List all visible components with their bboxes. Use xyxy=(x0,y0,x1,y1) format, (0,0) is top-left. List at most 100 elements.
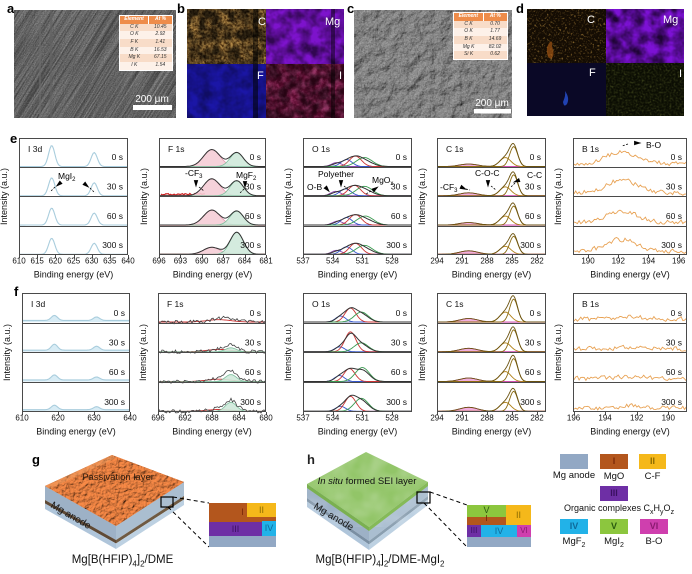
svg-text:300 s: 300 s xyxy=(520,397,541,407)
svg-text:693: 693 xyxy=(174,257,188,266)
svg-text:0 s: 0 s xyxy=(396,308,407,318)
svg-text:684: 684 xyxy=(232,414,246,423)
svg-text:696: 696 xyxy=(152,257,166,266)
svg-text:O 1s: O 1s xyxy=(312,144,330,154)
svg-text:60 s: 60 s xyxy=(666,211,682,221)
svg-text:190: 190 xyxy=(581,257,595,266)
svg-text:534: 534 xyxy=(326,414,340,423)
svg-text:528: 528 xyxy=(385,414,399,423)
svg-text:I 3d: I 3d xyxy=(31,299,45,309)
svg-text:Binding energy (eV): Binding energy (eV) xyxy=(590,270,670,280)
svg-text:194: 194 xyxy=(642,257,656,266)
svg-text:0 s: 0 s xyxy=(114,308,125,318)
svg-text:30 s: 30 s xyxy=(666,338,682,348)
svg-text:-CF3: -CF3 xyxy=(440,182,458,194)
svg-text:Intensity (a.u.): Intensity (a.u.) xyxy=(138,324,148,381)
svg-text:Binding energy (eV): Binding energy (eV) xyxy=(318,270,398,280)
svg-text:192: 192 xyxy=(630,414,644,423)
svg-text:MgF2: MgF2 xyxy=(236,170,257,182)
svg-text:Binding energy (eV): Binding energy (eV) xyxy=(172,427,252,437)
svg-text:190: 190 xyxy=(662,414,676,423)
svg-text:30 s: 30 s xyxy=(245,182,261,192)
svg-text:620: 620 xyxy=(49,257,63,266)
svg-text:610: 610 xyxy=(15,414,29,423)
svg-text:30 s: 30 s xyxy=(391,182,407,192)
svg-text:300 s: 300 s xyxy=(661,397,682,407)
svg-text:60 s: 60 s xyxy=(107,211,123,221)
svg-text:300 s: 300 s xyxy=(386,397,407,407)
svg-text:B 1s: B 1s xyxy=(582,299,599,309)
svg-text:30 s: 30 s xyxy=(525,338,541,348)
svg-text:F 1s: F 1s xyxy=(168,144,185,154)
svg-text:196: 196 xyxy=(672,257,686,266)
svg-text:0 s: 0 s xyxy=(671,152,682,162)
svg-text:285: 285 xyxy=(505,414,519,423)
svg-text:288: 288 xyxy=(480,257,494,266)
svg-text:0 s: 0 s xyxy=(396,152,407,162)
svg-text:291: 291 xyxy=(455,257,469,266)
svg-text:534: 534 xyxy=(326,257,340,266)
svg-text:300 s: 300 s xyxy=(104,397,125,407)
svg-text:-CF3: -CF3 xyxy=(185,168,203,180)
svg-text:294: 294 xyxy=(430,414,444,423)
svg-text:Intensity (a.u.): Intensity (a.u.) xyxy=(553,324,563,381)
svg-text:200 μm: 200 μm xyxy=(135,94,169,105)
svg-text:Intensity (a.u.): Intensity (a.u.) xyxy=(417,168,427,225)
svg-text:640: 640 xyxy=(123,414,137,423)
svg-text:Polyether: Polyether xyxy=(318,169,354,179)
svg-text:60 s: 60 s xyxy=(525,367,541,377)
svg-text:Intensity (a.u.): Intensity (a.u.) xyxy=(283,324,293,381)
svg-text:696: 696 xyxy=(151,414,165,423)
svg-text:30 s: 30 s xyxy=(245,338,261,348)
svg-text:Intensity (a.u.): Intensity (a.u.) xyxy=(0,168,9,225)
svg-text:300 s: 300 s xyxy=(520,240,541,250)
svg-text:680: 680 xyxy=(259,414,273,423)
svg-text:B 1s: B 1s xyxy=(582,144,599,154)
svg-text:C 1s: C 1s xyxy=(446,299,463,309)
svg-text:I 3d: I 3d xyxy=(28,144,42,154)
svg-text:192: 192 xyxy=(612,257,626,266)
svg-text:Binding energy (eV): Binding energy (eV) xyxy=(590,427,670,437)
svg-text:635: 635 xyxy=(103,257,117,266)
svg-text:630: 630 xyxy=(87,414,101,423)
svg-text:30 s: 30 s xyxy=(391,338,407,348)
svg-text:684: 684 xyxy=(238,257,252,266)
svg-text:0 s: 0 s xyxy=(250,152,261,162)
svg-text:681: 681 xyxy=(259,257,273,266)
svg-text:300 s: 300 s xyxy=(102,240,123,250)
svg-text:625: 625 xyxy=(67,257,81,266)
svg-text:O 1s: O 1s xyxy=(312,299,330,309)
svg-text:0 s: 0 s xyxy=(250,308,261,318)
svg-text:282: 282 xyxy=(530,414,544,423)
svg-text:687: 687 xyxy=(217,257,231,266)
svg-text:692: 692 xyxy=(178,414,192,423)
svg-text:B-O: B-O xyxy=(646,140,662,150)
svg-text:688: 688 xyxy=(205,414,219,423)
svg-text:194: 194 xyxy=(598,414,612,423)
svg-text:200 μm: 200 μm xyxy=(475,98,509,109)
svg-text:60 s: 60 s xyxy=(109,367,125,377)
svg-text:Binding energy (eV): Binding energy (eV) xyxy=(34,270,114,280)
svg-text:O-B: O-B xyxy=(307,182,322,192)
svg-text:620: 620 xyxy=(51,414,65,423)
svg-text:Intensity (a.u.): Intensity (a.u.) xyxy=(553,168,563,225)
svg-text:60 s: 60 s xyxy=(525,211,541,221)
svg-text:0 s: 0 s xyxy=(530,152,541,162)
svg-text:Intensity (a.u.): Intensity (a.u.) xyxy=(417,324,427,381)
svg-text:285: 285 xyxy=(505,257,519,266)
svg-text:Passivation layer: Passivation layer xyxy=(82,472,154,483)
svg-text:0 s: 0 s xyxy=(530,308,541,318)
svg-text:Binding energy (eV): Binding energy (eV) xyxy=(452,427,532,437)
svg-text:537: 537 xyxy=(296,414,310,423)
svg-text:300 s: 300 s xyxy=(240,240,261,250)
svg-text:Intensity (a.u.): Intensity (a.u.) xyxy=(139,168,149,225)
svg-text:300 s: 300 s xyxy=(386,240,407,250)
svg-text:0 s: 0 s xyxy=(671,308,682,318)
svg-text:Intensity (a.u.): Intensity (a.u.) xyxy=(2,324,12,381)
svg-text:294: 294 xyxy=(430,257,444,266)
svg-text:531: 531 xyxy=(356,257,370,266)
svg-text:282: 282 xyxy=(530,257,544,266)
svg-text:610: 610 xyxy=(12,257,26,266)
svg-text:Binding energy (eV): Binding energy (eV) xyxy=(452,270,532,280)
svg-text:630: 630 xyxy=(85,257,99,266)
